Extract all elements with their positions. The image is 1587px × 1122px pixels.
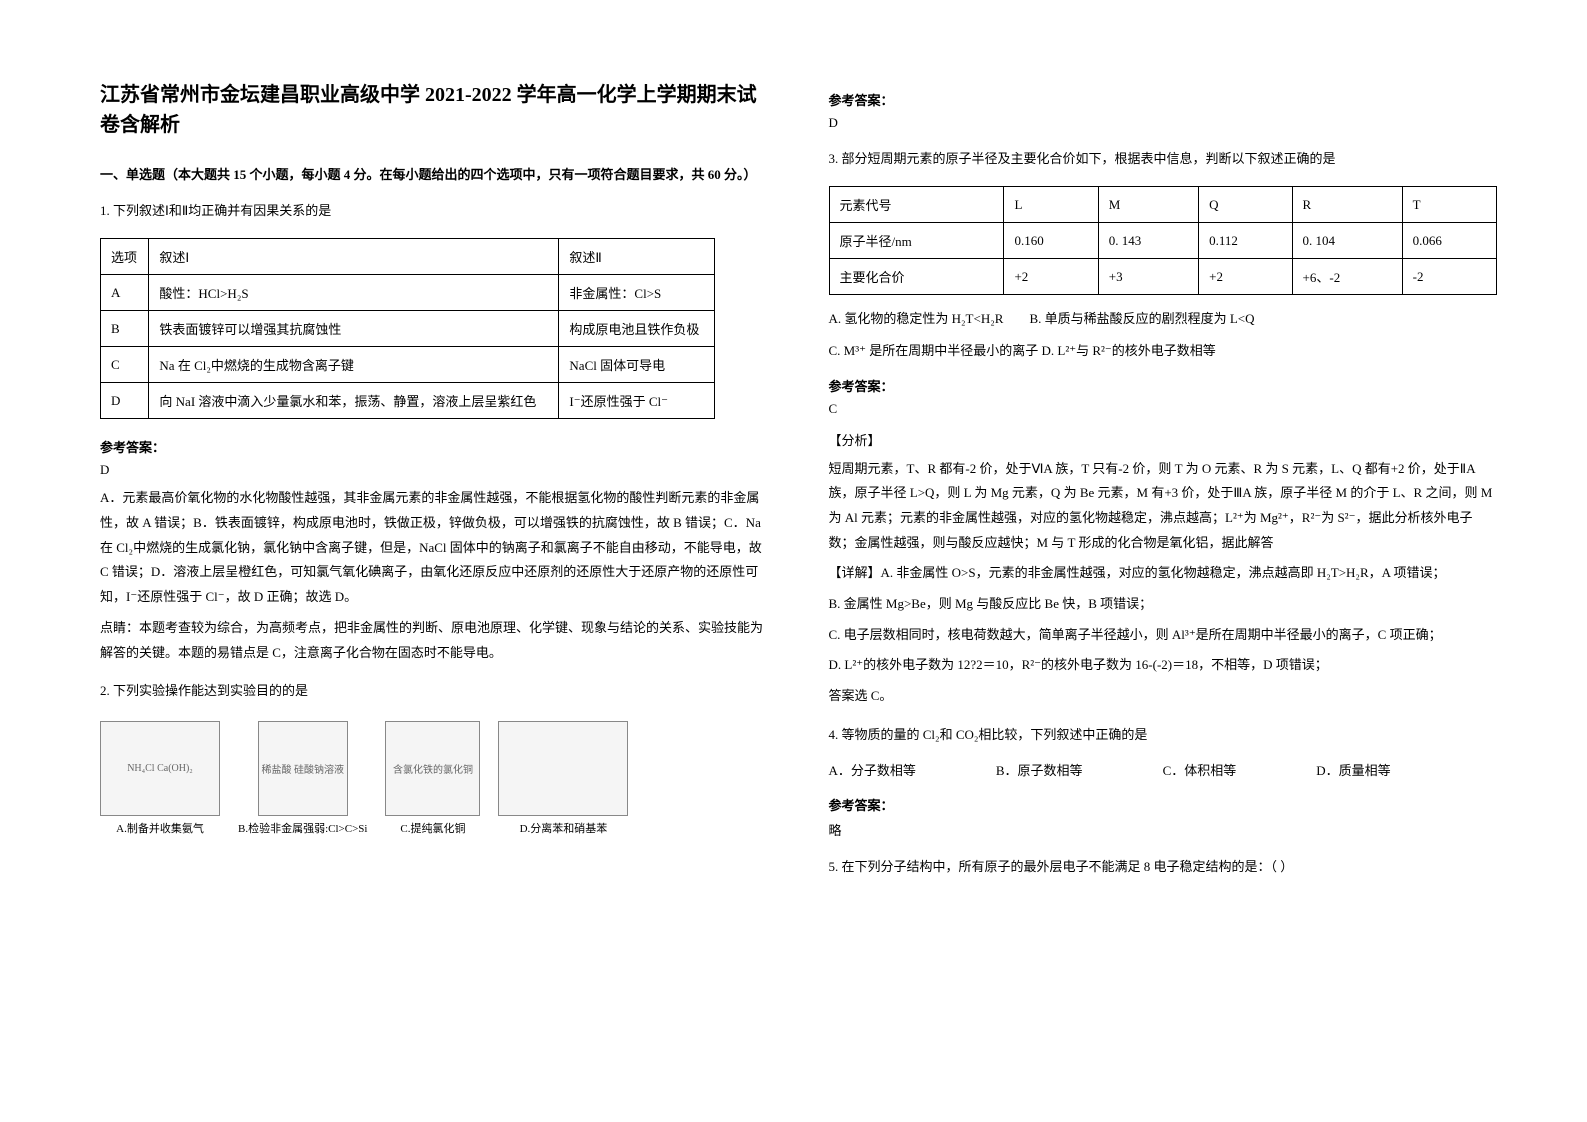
- q2-img-b: 稀盐酸 硅酸钠溶液 B.检验非金属强弱:Cl>C>Si: [238, 721, 367, 836]
- q2-img-b-cap: B.检验非金属强弱:Cl>C>Si: [238, 820, 367, 836]
- q1-r3c0: D: [101, 383, 149, 419]
- q3-r0c3: 0.112: [1199, 223, 1292, 259]
- q3-r1c1: +2: [1004, 259, 1098, 295]
- q3-r0c4: 0. 104: [1292, 223, 1402, 259]
- q1-r0c2: 非金属性：Cl>S: [559, 275, 715, 311]
- q3-r0c2: 0. 143: [1098, 223, 1198, 259]
- q1-r2c2: NaCl 固体可导电: [559, 347, 715, 383]
- q3-analysis: 短周期元素，T、R 都有-2 价，处于ⅥA 族，T 只有-2 价，则 T 为 O…: [829, 457, 1498, 556]
- q1-explanation-a: A．元素最高价氧化物的水化物酸性越强，其非金属元素的非金属性越强，不能根据氢化物…: [100, 486, 769, 609]
- q3-r0c5: 0.066: [1402, 223, 1496, 259]
- q2-img-b-ph: 稀盐酸 硅酸钠溶液: [258, 721, 348, 816]
- q3-table: 元素代号 L M Q R T 原子半径/nm 0.160 0. 143 0.11…: [829, 186, 1498, 295]
- q2-img-c: 含氯化铁的氯化铜 C.提纯氯化铜: [385, 721, 480, 836]
- q1-stem: 1. 下列叙述Ⅰ和Ⅱ均正确并有因果关系的是: [100, 199, 769, 222]
- q2-img-d-ph: [498, 721, 628, 816]
- q1-th-0: 选项: [101, 239, 149, 275]
- q1-r3c1: 向 NaI 溶液中滴入少量氯水和苯，振荡、静置，溶液上层呈紫红色: [149, 383, 559, 419]
- q4-opt-a: A．分子数相等: [829, 760, 916, 779]
- q3-answer-label: 参考答案：: [829, 376, 1498, 395]
- q2-stem: 2. 下列实验操作能达到实验目的的是: [100, 679, 769, 702]
- q1-th-1: 叙述Ⅰ: [149, 239, 559, 275]
- q3-analysis-label: 【分析】: [829, 429, 1498, 452]
- q3-th-0: 元素代号: [829, 187, 1004, 223]
- q5-stem: 5. 在下列分子结构中，所有原子的最外层电子不能满足 8 电子稳定结构的是：（ …: [829, 855, 1498, 878]
- q2-img-a: NH₄Cl Ca(OH)₂ A.制备并收集氨气: [100, 721, 220, 836]
- q3-r1c3: +2: [1199, 259, 1292, 295]
- q3-opt-cd: C. M³⁺ 是所在周期中半径最小的离子 D. L²⁺与 R²⁻的核外电子数相等: [829, 339, 1498, 362]
- q4-answer-label: 参考答案：: [829, 795, 1498, 814]
- section-1-header: 一、单选题（本大题共 15 个小题，每小题 4 分。在每小题给出的四个选项中，只…: [100, 164, 769, 183]
- doc-title: 江苏省常州市金坛建昌职业高级中学 2021-2022 学年高一化学上学期期末试卷…: [100, 80, 769, 140]
- q1-r0c0: A: [101, 275, 149, 311]
- q4-options: A．分子数相等 B．原子数相等 C．体积相等 D．质量相等: [829, 760, 1498, 779]
- q1-r1c0: B: [101, 311, 149, 347]
- q4-answer: 略: [829, 820, 1498, 839]
- q1-explanation-b: 点睛：本题考查较为综合，为高频考点，把非金属性的判断、原电池原理、化学键、现象与…: [100, 616, 769, 665]
- q1-r0c1: 酸性：HCl>H₂S: [149, 275, 559, 311]
- right-column: 参考答案： D 3. 部分短周期元素的原子半径及主要化合价如下，根据表中信息，判…: [829, 80, 1498, 1082]
- q4-opt-b: B．原子数相等: [996, 760, 1083, 779]
- q3-r1c5: -2: [1402, 259, 1496, 295]
- q3-detail-b: B. 金属性 Mg>Be，则 Mg 与酸反应比 Be 快，B 项错误；: [829, 592, 1498, 617]
- q1-r2c1: Na 在 Cl₂中燃烧的生成物含离子键: [149, 347, 559, 383]
- q1-r3c2: I⁻还原性强于 Cl⁻: [559, 383, 715, 419]
- q2-img-a-ph: NH₄Cl Ca(OH)₂: [100, 721, 220, 816]
- q1-table: 选项 叙述Ⅰ 叙述Ⅱ A 酸性：HCl>H₂S 非金属性：Cl>S B 铁表面镀…: [100, 238, 715, 419]
- q3-th-5: T: [1402, 187, 1496, 223]
- q4-stem: 4. 等物质的量的 Cl₂和 CO₂相比较，下列叙述中正确的是: [829, 723, 1498, 746]
- q3-detail-d: D. L²⁺的核外电子数为 12?2＝10，R²⁻的核外电子数为 16-(-2)…: [829, 653, 1498, 678]
- q2-answer: D: [829, 115, 1498, 131]
- q3-r1c0: 主要化合价: [829, 259, 1004, 295]
- q3-opt-b: B. 单质与稀盐酸反应的剧烈程度为 L<Q: [1029, 311, 1254, 326]
- q2-answer-label: 参考答案：: [829, 90, 1498, 109]
- q3-detail-a-text: A. 非金属性 O>S，元素的非金属性越强，对应的氢化物越稳定，沸点越高即 H₂…: [881, 565, 1446, 580]
- left-column: 江苏省常州市金坛建昌职业高级中学 2021-2022 学年高一化学上学期期末试卷…: [100, 80, 769, 1082]
- q2-img-c-cap: C.提纯氯化铜: [400, 820, 465, 836]
- q3-answer: C: [829, 401, 1498, 417]
- q2-img-d: D.分离苯和硝基苯: [498, 721, 628, 836]
- q3-r1c4: +6、-2: [1292, 259, 1402, 295]
- q3-th-2: M: [1098, 187, 1198, 223]
- q1-r1c2: 构成原电池且铁作负极: [559, 311, 715, 347]
- q4-opt-d: D．质量相等: [1316, 760, 1390, 779]
- q3-r0c0: 原子半径/nm: [829, 223, 1004, 259]
- q3-opt-ab: A. 氢化物的稳定性为 H₂T<H₂R B. 单质与稀盐酸反应的剧烈程度为 L<…: [829, 307, 1498, 330]
- q2-img-c-ph: 含氯化铁的氯化铜: [385, 721, 480, 816]
- q3-th-4: R: [1292, 187, 1402, 223]
- q3-detail-a: 【详解】A. 非金属性 O>S，元素的非金属性越强，对应的氢化物越稳定，沸点越高…: [829, 561, 1498, 586]
- q4-opt-c: C．体积相等: [1163, 760, 1237, 779]
- q3-r0c1: 0.160: [1004, 223, 1098, 259]
- q1-r2c0: C: [101, 347, 149, 383]
- q3-detail-label: 【详解】: [829, 565, 881, 580]
- q2-images-row: NH₄Cl Ca(OH)₂ A.制备并收集氨气 稀盐酸 硅酸钠溶液 B.检验非金…: [100, 721, 769, 836]
- q3-th-3: Q: [1199, 187, 1292, 223]
- q3-r1c2: +3: [1098, 259, 1198, 295]
- q1-answer-label: 参考答案：: [100, 437, 769, 456]
- q3-th-1: L: [1004, 187, 1098, 223]
- q2-img-a-cap: A.制备并收集氨气: [116, 820, 204, 836]
- q3-opt-a: A. 氢化物的稳定性为 H₂T<H₂R: [829, 311, 1004, 326]
- q1-r1c1: 铁表面镀锌可以增强其抗腐蚀性: [149, 311, 559, 347]
- q1-th-2: 叙述Ⅱ: [559, 239, 715, 275]
- q1-answer: D: [100, 462, 769, 478]
- q3-detail-c: C. 电子层数相同时，核电荷数越大，简单离子半径越小，则 Al³⁺是所在周期中半…: [829, 623, 1498, 648]
- q3-stem: 3. 部分短周期元素的原子半径及主要化合价如下，根据表中信息，判断以下叙述正确的…: [829, 147, 1498, 170]
- q3-detail-e: 答案选 C。: [829, 684, 1498, 709]
- q2-img-d-cap: D.分离苯和硝基苯: [520, 820, 608, 836]
